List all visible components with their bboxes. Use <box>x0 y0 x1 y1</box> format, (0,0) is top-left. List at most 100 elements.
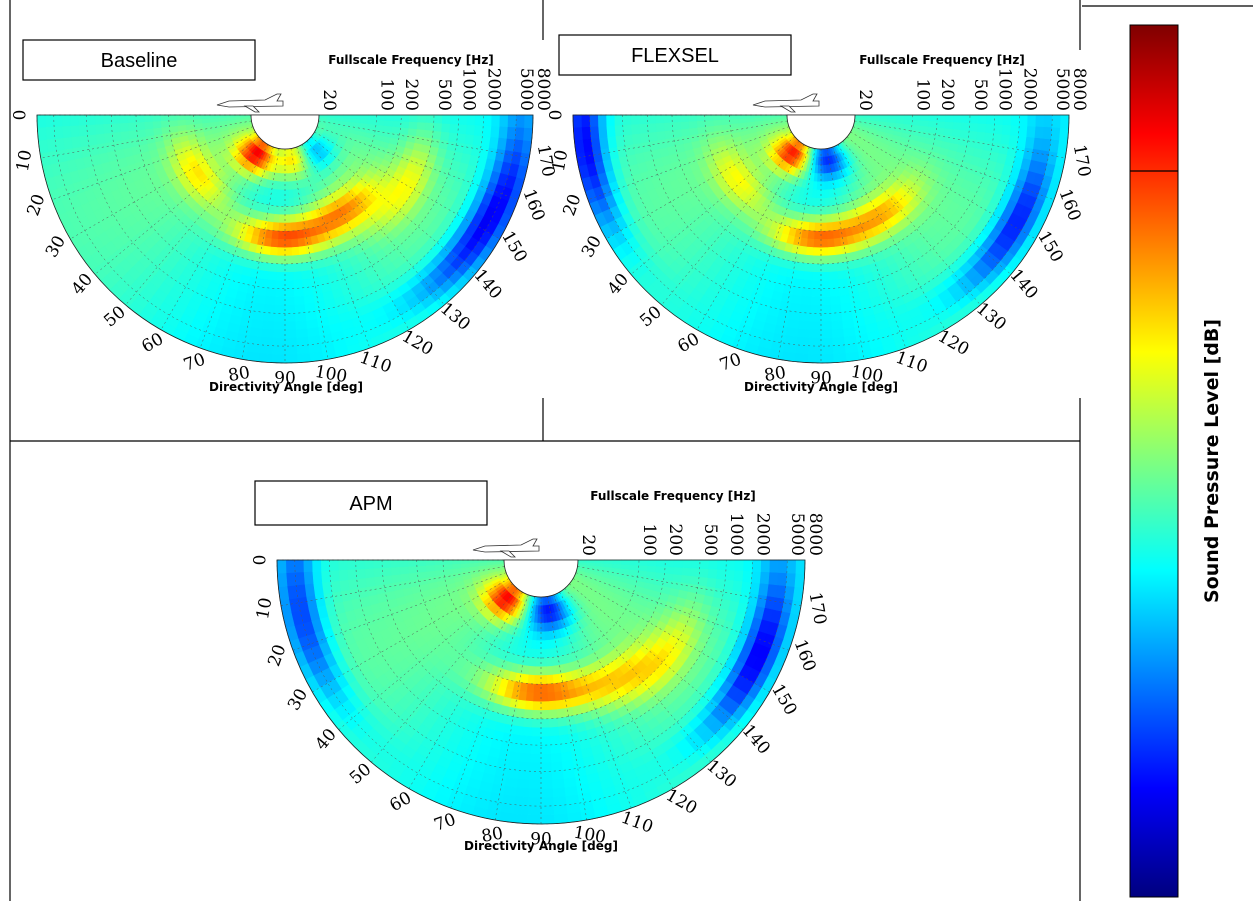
heatmap-cell <box>935 126 946 135</box>
heatmap-cell <box>785 572 797 588</box>
heatmap-cell <box>969 114 979 124</box>
heatmap-cell <box>268 263 278 273</box>
heatmap-cell <box>260 262 270 272</box>
heatmap-cell <box>464 133 475 146</box>
heatmap-cell <box>810 296 822 306</box>
heatmap-cell <box>799 312 811 322</box>
heatmap-cell <box>364 559 374 570</box>
heatmap-cell <box>817 165 822 174</box>
heatmap-cell <box>704 114 714 122</box>
heatmap-cell <box>532 701 542 711</box>
heatmap-cell <box>292 263 302 273</box>
heatmap-cell <box>520 744 532 755</box>
heatmap-cell <box>292 254 301 265</box>
heatmap-cell <box>356 578 367 590</box>
heatmap-cell <box>680 574 692 584</box>
heatmap-cell <box>456 132 467 144</box>
heatmap-cell <box>302 286 314 297</box>
heatmap-cell <box>760 559 771 573</box>
frequency-tick-label: 100 <box>639 524 659 556</box>
heatmap-cell <box>952 121 963 131</box>
heatmap-cell <box>696 114 706 122</box>
heatmap-cell <box>78 125 88 137</box>
heatmap-cell <box>390 559 400 569</box>
heatmap-cell <box>820 329 834 339</box>
heatmap-cell <box>276 559 287 575</box>
heatmap-cell <box>517 770 531 781</box>
heatmap-cell <box>293 279 304 290</box>
heatmap-cell <box>943 127 954 137</box>
heatmap-cell <box>751 570 762 584</box>
panel-label: Baseline <box>101 50 178 72</box>
heatmap-cell <box>294 295 306 306</box>
angle-tick-label: 60 <box>138 329 167 357</box>
heatmap-cell <box>281 165 286 174</box>
heatmap-cell <box>295 328 309 339</box>
heatmap-cell <box>799 304 812 314</box>
heatmap-cell <box>263 237 273 248</box>
heatmap-cell <box>275 288 286 298</box>
heatmap-cell <box>540 666 548 676</box>
heatmap-cell <box>265 287 277 298</box>
heatmap-cell <box>919 119 930 127</box>
heatmap-cell <box>258 353 273 363</box>
heatmap-cell <box>712 114 722 121</box>
heatmap-cell <box>423 129 434 139</box>
heatmap-cell <box>820 321 833 331</box>
heatmap-cell <box>284 296 296 306</box>
heatmap-cell <box>127 114 137 124</box>
heatmap-cell <box>277 239 286 249</box>
heatmap-cell <box>524 709 534 720</box>
heatmap-cell <box>110 123 121 134</box>
heatmap-cell <box>295 320 308 331</box>
heatmap-cell <box>284 263 294 273</box>
heatmap-cell <box>811 280 822 290</box>
heatmap-cell <box>936 120 946 129</box>
heatmap-cell <box>792 286 804 297</box>
heatmap-cell <box>540 753 552 764</box>
heatmap-cell <box>293 287 305 298</box>
heatmap-cell <box>553 804 569 816</box>
frequency-tick-label: 100 <box>912 79 932 111</box>
heatmap-cell <box>474 114 484 126</box>
heatmap-cell <box>797 253 807 264</box>
heatmap-cell <box>528 665 536 676</box>
heatmap-cell <box>516 778 530 790</box>
frequency-axis-label: Fullscale Frequency [Hz] <box>590 489 756 503</box>
heatmap-cell <box>265 229 274 240</box>
heatmap-cell <box>558 725 569 737</box>
heatmap-cell <box>284 271 294 281</box>
aircraft-icon <box>752 93 820 113</box>
heatmap-cell <box>267 271 278 281</box>
heatmap-cell <box>1000 133 1011 146</box>
frequency-tick-label: 1000 <box>995 68 1015 111</box>
heatmap-cell <box>646 123 657 134</box>
heatmap-cell <box>466 114 476 126</box>
heatmap-cell <box>343 114 353 119</box>
heatmap-cell <box>284 230 292 240</box>
heatmap-cell <box>367 119 377 125</box>
heatmap-cell <box>168 114 178 122</box>
heatmap-cell <box>597 114 607 128</box>
heatmap-cell <box>671 114 681 124</box>
heatmap-cell <box>284 222 292 232</box>
heatmap-cell <box>338 569 349 582</box>
heatmap-cell <box>540 683 549 694</box>
heatmap-cell <box>290 230 299 240</box>
heatmap-cell <box>706 577 718 588</box>
heatmap-cell <box>425 559 435 567</box>
heatmap-cell <box>407 559 418 568</box>
heatmap-cell <box>425 114 435 124</box>
heatmap-cell <box>270 238 279 248</box>
heatmap-cell <box>524 114 534 129</box>
heatmap-cell <box>613 114 623 127</box>
angle-tick-label: 160 <box>1055 186 1085 223</box>
heatmap-cell <box>831 320 844 331</box>
heatmap-cell <box>398 559 409 568</box>
heatmap-cell <box>682 559 692 569</box>
angle-tick-label: 30 <box>578 232 606 261</box>
heatmap-cell <box>818 148 822 158</box>
heatmap-cell <box>631 133 642 146</box>
heatmap-cell <box>1010 124 1020 137</box>
